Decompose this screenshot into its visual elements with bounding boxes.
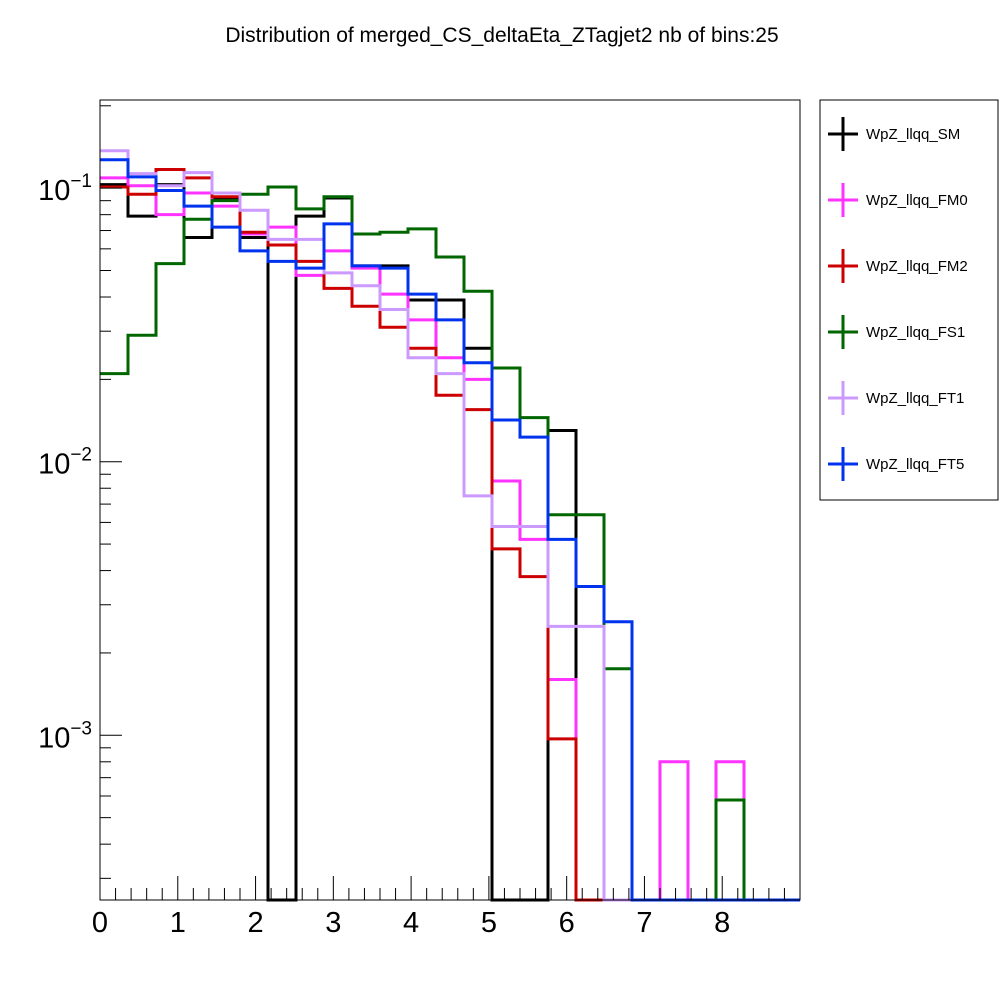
x-tick-label: 4	[403, 907, 419, 939]
x-tick-label: 5	[481, 907, 497, 939]
chart-title: Distribution of merged_CS_deltaEta_ZTagj…	[225, 24, 778, 47]
histogram-series-WpZ_llqq_FT1	[100, 149, 800, 902]
y-tick-label: 10−3	[38, 718, 92, 754]
histogram-series-WpZ_llqq_SM	[100, 183, 800, 902]
x-tick-label: 6	[559, 907, 575, 939]
x-tick-label: 8	[714, 907, 730, 939]
legend-box	[819, 99, 999, 501]
histogram-series-WpZ_llqq_FS1	[100, 185, 800, 902]
legend-label-WpZ_llqq_FS1: WpZ_llqq_FS1	[866, 324, 965, 341]
x-tick-label: 0	[92, 907, 108, 939]
legend-label-WpZ_llqq_FT5: WpZ_llqq_FT5	[866, 456, 964, 473]
x-tick-label: 7	[636, 907, 652, 939]
legend-label-WpZ_llqq_SM: WpZ_llqq_SM	[866, 126, 960, 143]
x-tick-label: 2	[247, 907, 263, 939]
x-tick-label: 1	[170, 907, 186, 939]
plot-frame	[99, 99, 801, 901]
y-tick-label: 10−1	[38, 171, 92, 207]
x-tick-label: 3	[325, 907, 341, 939]
legend: WpZ_llqq_SM WpZ_llqq_FM0 WpZ_llqq_FM2 WpZ_l…	[819, 99, 999, 501]
y-tick-label: 10−2	[38, 445, 92, 481]
legend-label-WpZ_llqq_FM2: WpZ_llqq_FM2	[866, 258, 968, 275]
histogram-series-WpZ_llqq_FM0	[100, 176, 800, 902]
histogram-series-group	[100, 149, 800, 902]
histogram-series-WpZ_llqq_FM2	[100, 168, 800, 902]
y-axis: 10−1 10−2 10−3	[38, 105, 122, 879]
legend-label-WpZ_llqq_FT1: WpZ_llqq_FT1	[866, 390, 964, 407]
histogram-series-WpZ_llqq_FT5	[100, 158, 800, 902]
legend-label-WpZ_llqq_FM0: WpZ_llqq_FM0	[866, 192, 968, 209]
x-axis: 0 1 2 3 4 5 6 7 8	[92, 876, 801, 939]
